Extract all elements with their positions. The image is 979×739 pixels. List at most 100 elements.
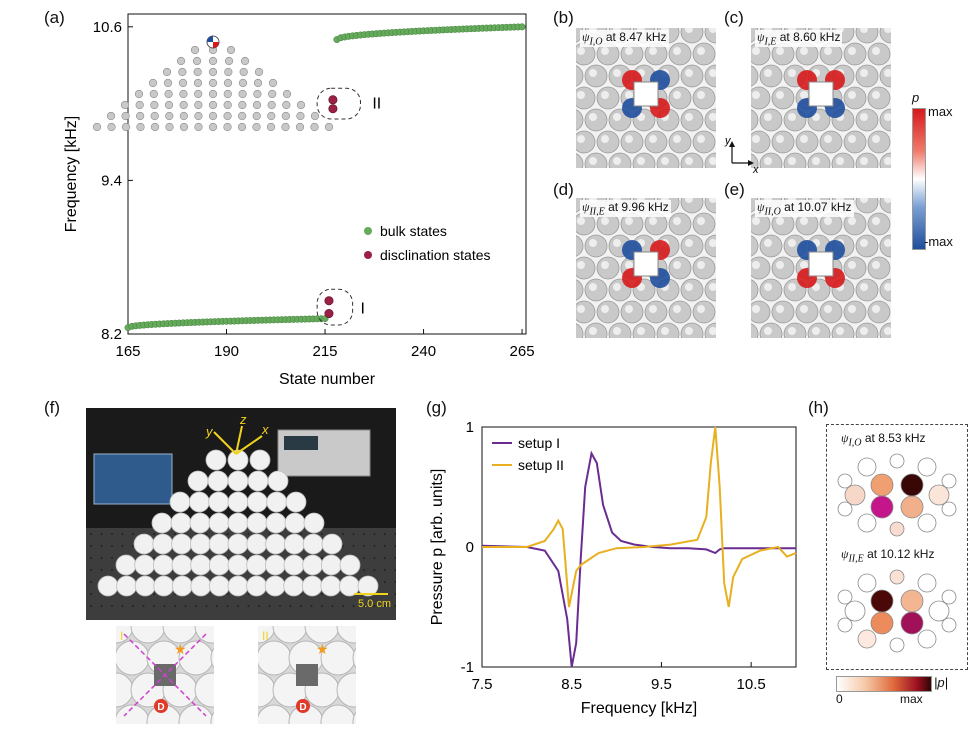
table-hole [363,605,365,607]
sphere-highlight [884,69,891,77]
inset-sphere [258,704,292,724]
pyramid-sphere [267,111,276,121]
photo-sphere [265,512,287,534]
table-hole [373,569,376,571]
h-top-map [837,453,957,537]
lattice-sphere [771,300,795,324]
sphere-highlight [764,239,772,247]
photo-sphere [249,449,271,471]
pyramid-sphere [296,100,306,110]
photo-sphere [227,470,249,492]
sphere-highlight [697,47,705,55]
sphere-highlight [673,47,681,55]
pyramid-sphere [223,78,233,88]
photo-sphere [115,554,137,576]
table-hole [237,605,239,607]
inset-sphere [336,626,356,644]
sphere-highlight [860,113,868,121]
sphere-highlight [860,198,868,203]
sphere-highlight [752,217,760,225]
legend-bulk-label: bulk states [380,223,447,239]
pyramid-sphere [310,111,320,121]
table-hole [163,605,166,607]
table-hole [394,557,396,559]
photo-pyramid [97,449,379,597]
photo-sphere [190,533,211,555]
sphere-highlight [752,261,760,269]
lattice-sphere [692,130,716,154]
photo-sphere [187,470,209,492]
pyramid-sphere [121,122,131,132]
pyramid-sphere [295,122,305,132]
lattice-sphere [867,86,891,110]
pyramid-sphere [266,122,276,132]
photo-sphere [321,533,343,555]
sphere-highlight [709,239,716,247]
lattice-sphere [843,300,867,324]
lattice-sphere [596,300,620,324]
lattice-sphere [644,130,668,154]
pressure-site [889,521,905,537]
inset-sphere [258,672,276,708]
pyramid-sphere [208,111,218,121]
table-hole [100,569,103,571]
colorbar-min: -max [924,234,953,249]
pyramid-sphere [324,122,334,132]
photo-sphere [171,575,193,597]
axis-x-text: x [752,164,759,175]
table-hole [394,593,396,595]
table-hole [289,605,292,607]
pyramid-sphere [163,78,173,88]
table-hole [394,569,396,571]
sphere-highlight [637,327,645,335]
sphere-highlight [776,135,784,143]
photo-sphere [283,554,305,576]
photo-axis-y-arrow [213,431,237,455]
pyramid-sphere [208,122,218,132]
lattice-sphere [644,300,668,324]
pressure-site [870,473,894,497]
table-hole [132,605,134,607]
sphere-highlight [661,327,669,335]
sphere-highlight [848,135,856,143]
table-hole [247,605,250,607]
g-xtick-label: 9.5 [651,676,672,693]
sphere-highlight [613,69,621,77]
sphere-highlight [613,239,621,247]
g-xtick-label: 8.5 [561,676,582,693]
lattice-sphere [680,108,704,132]
series-setup-II-line [482,426,797,608]
a-ylabel: Frequency [kHz] [63,116,80,232]
sphere-highlight [709,327,716,335]
lattice-sphere [759,64,783,88]
table-hole [205,605,208,607]
lattice-sphere [867,256,891,280]
inset-sphere [352,711,356,724]
pyramid-sphere [106,111,116,121]
table-hole [394,581,396,583]
lattice-sphere [751,153,759,168]
sphere-highlight [860,327,868,335]
sphere-highlight [824,217,832,225]
sphere-highlight [764,327,772,335]
inset-sphere [116,640,150,676]
table-hole [174,533,176,535]
pyramid-sphere [193,67,202,77]
table-hole [342,533,344,535]
sphere-highlight [589,113,597,121]
table-hole [184,605,187,607]
table-hole [384,569,386,571]
inset-star-marker: ★ [174,641,187,657]
pyramid-sphere [190,45,200,55]
table-hole [310,605,313,607]
photo-sphere [190,575,212,597]
pressure-site [928,600,950,622]
inset-sphere [178,704,214,724]
mode-tile-e: ψII,O at 10.07 kHz [751,198,891,338]
inset-sphere [258,626,276,644]
sphere-highlight [848,261,856,269]
pressure-site [870,611,894,635]
pressure-site [837,617,853,633]
series-setup-I-line [481,450,796,668]
